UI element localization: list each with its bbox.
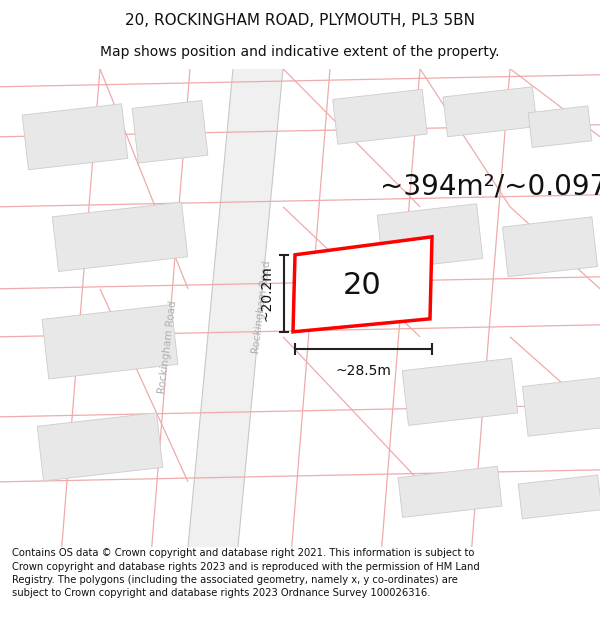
Polygon shape: [377, 204, 483, 270]
Polygon shape: [132, 101, 208, 163]
Text: Contains OS data © Crown copyright and database right 2021. This information is : Contains OS data © Crown copyright and d…: [12, 549, 480, 598]
Text: Map shows position and indicative extent of the property.: Map shows position and indicative extent…: [100, 44, 500, 59]
Polygon shape: [42, 304, 178, 379]
Polygon shape: [37, 412, 163, 481]
Polygon shape: [22, 104, 128, 170]
Polygon shape: [518, 475, 600, 519]
Text: Rockingham Road: Rockingham Road: [251, 260, 272, 354]
Polygon shape: [402, 358, 518, 426]
Text: ~20.2m: ~20.2m: [259, 266, 273, 321]
Text: ~394m²/~0.097ac.: ~394m²/~0.097ac.: [380, 173, 600, 201]
Text: Rockingham Road: Rockingham Road: [157, 300, 179, 394]
Polygon shape: [523, 378, 600, 436]
Polygon shape: [443, 87, 537, 137]
Polygon shape: [188, 69, 283, 547]
Text: ~28.5m: ~28.5m: [335, 364, 391, 378]
Polygon shape: [398, 466, 502, 518]
Polygon shape: [52, 202, 188, 271]
Polygon shape: [528, 106, 592, 148]
Polygon shape: [502, 217, 598, 277]
Polygon shape: [293, 237, 432, 332]
Text: 20: 20: [343, 271, 382, 300]
Text: 20, ROCKINGHAM ROAD, PLYMOUTH, PL3 5BN: 20, ROCKINGHAM ROAD, PLYMOUTH, PL3 5BN: [125, 13, 475, 28]
Polygon shape: [333, 89, 427, 144]
